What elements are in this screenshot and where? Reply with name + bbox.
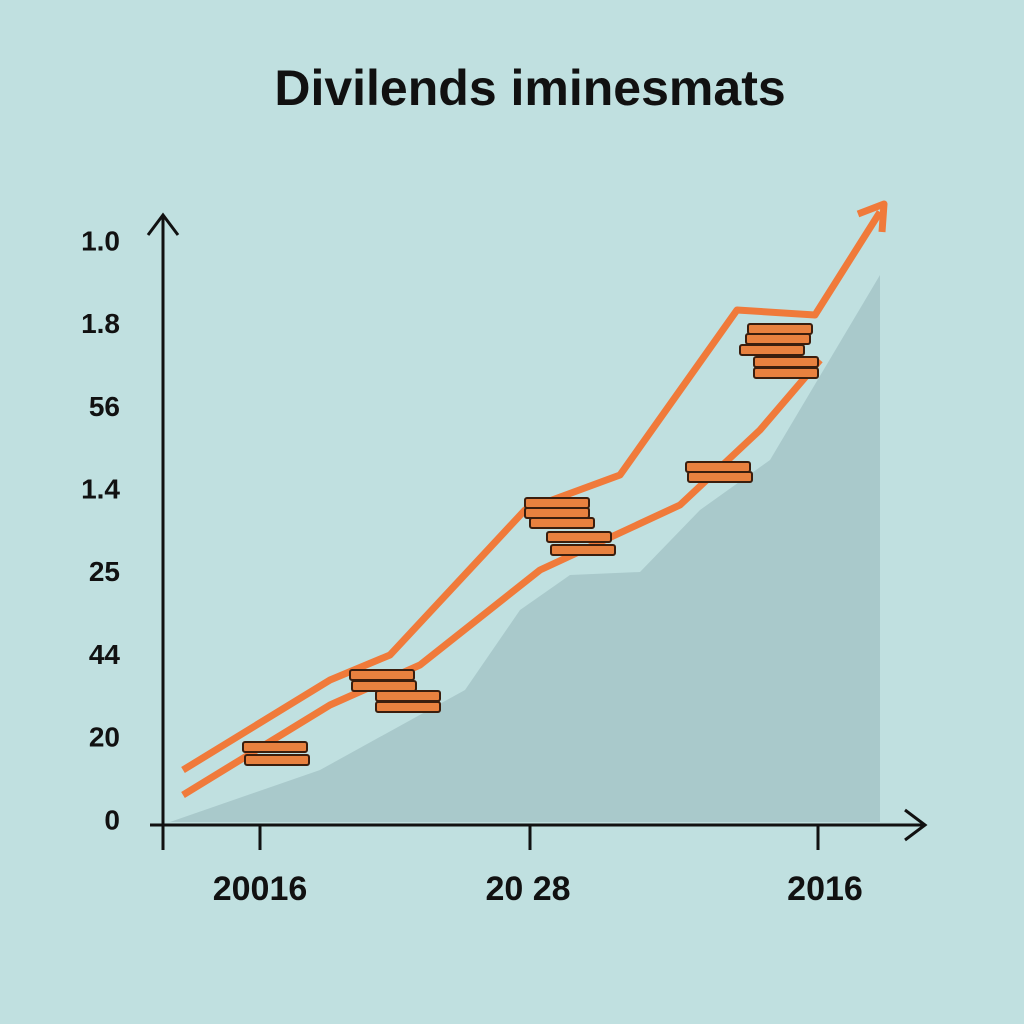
coin [546,531,612,543]
coin [753,367,819,379]
x-tick-label: 2016 [787,870,863,908]
coin [753,356,819,368]
chart-title: Divilends iminesmats [274,60,785,116]
area [170,275,880,822]
y-labels: 1.0 1.8 56 1.4 25 44 20 0 [81,225,120,835]
coin [375,690,441,702]
coin [745,333,811,345]
coin [747,323,813,335]
x-tick-label: 20 28 [485,870,570,908]
coin [375,701,441,713]
coin [524,507,590,519]
coin [242,741,308,753]
y-tick-label: 56 [89,391,120,422]
lines [181,200,888,798]
y-tick-label: 20 [89,722,120,753]
y-tick-label: 1.0 [81,225,120,256]
coin [685,461,751,473]
coin [349,669,415,681]
axes [146,212,928,850]
y-tick-label: 25 [89,556,120,587]
y-tick-label: 0 [104,804,120,835]
coin [244,754,310,766]
x-tick-label: 20016 [213,870,308,908]
y-tick-label: 1.8 [81,308,120,339]
coin [687,471,753,483]
y-tick-label: 44 [89,639,121,670]
x-labels: 20016 20 28 2016 [213,870,863,908]
coin [524,497,590,509]
y-tick-label: 1.4 [81,473,120,504]
coins [242,323,819,766]
coin [550,544,616,556]
coin [739,344,805,356]
coin [529,517,595,529]
coin [351,680,417,692]
